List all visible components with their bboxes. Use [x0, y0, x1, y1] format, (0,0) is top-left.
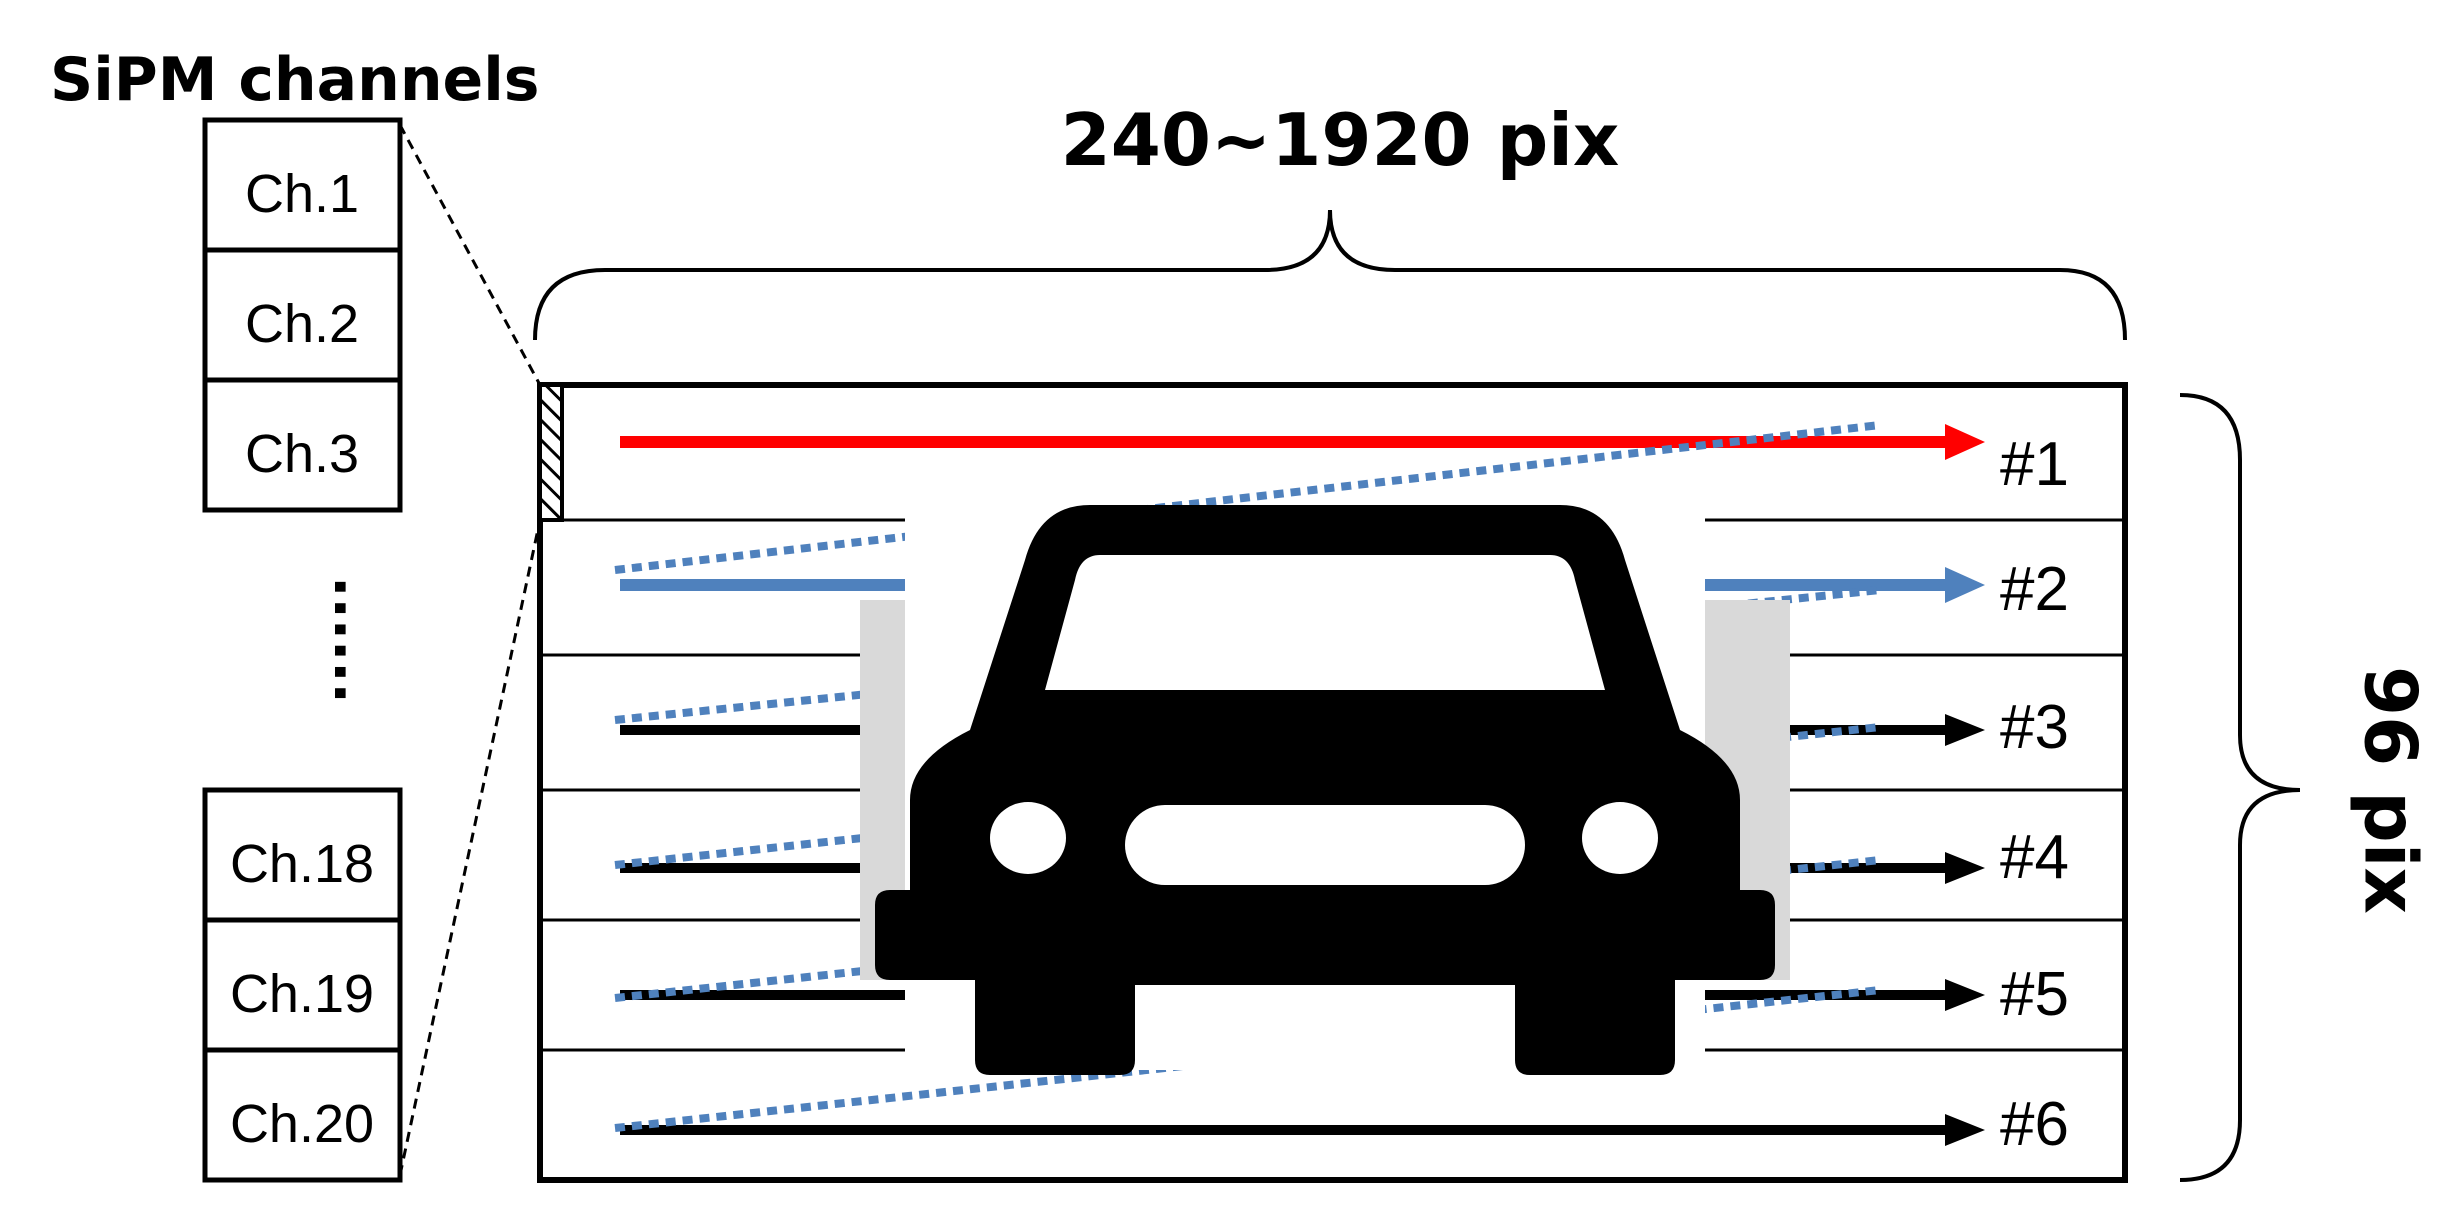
- channel-box: [202, 787, 403, 923]
- channel-label: Ch.19: [230, 964, 374, 1024]
- arrow-icon: [1945, 714, 1985, 746]
- channel-label: Ch.20: [230, 1094, 374, 1154]
- channel-label: Ch.18: [230, 834, 374, 894]
- car-icon: [875, 505, 1775, 1075]
- channel-group-top: Ch.1 Ch.2 Ch.3: [202, 117, 403, 513]
- channel-box: [202, 117, 403, 253]
- width-curly-brace-icon: [533, 209, 2127, 341]
- scan-line-label: #5: [2000, 960, 2069, 1029]
- channel-label: Ch.3: [245, 424, 359, 484]
- connector-line-bottom: [398, 519, 542, 1176]
- width-label: 240~1920 pix: [1061, 98, 1620, 182]
- channel-box: [202, 377, 403, 513]
- channel-box: [202, 247, 403, 383]
- scan-line-label: #1: [2000, 430, 2069, 499]
- scan-line-label: #6: [2000, 1090, 2069, 1159]
- arrow-icon: [1945, 852, 1985, 884]
- channel-label: Ch.1: [245, 164, 359, 224]
- arrow-icon: [1945, 567, 1985, 603]
- channel-group-bottom: Ch.18 Ch.19 Ch.20: [202, 787, 403, 1183]
- arrow-icon: [1945, 424, 1985, 460]
- connector-line-top: [398, 124, 542, 386]
- scan-line-label: #4: [2000, 823, 2069, 892]
- arrow-icon: [1945, 1114, 1985, 1146]
- scan-line-label: #3: [2000, 693, 2069, 762]
- height-curly-brace-icon: [2179, 393, 2301, 1182]
- channel-ellipsis: ......: [321, 576, 386, 704]
- sipm-channels-title: SiPM channels: [50, 45, 540, 115]
- arrow-icon: [1945, 979, 1985, 1011]
- height-label: 96 pix: [2348, 666, 2432, 914]
- channel-box: [202, 1047, 403, 1183]
- tilted-line: [614, 421, 1881, 574]
- sipm-pixel-strip: [538, 383, 564, 522]
- channel-label: Ch.2: [245, 294, 359, 354]
- scan-line-label: #2: [2000, 555, 2069, 624]
- row-labels: #1 #2 #3 #4 #5 #6: [2000, 430, 2069, 1159]
